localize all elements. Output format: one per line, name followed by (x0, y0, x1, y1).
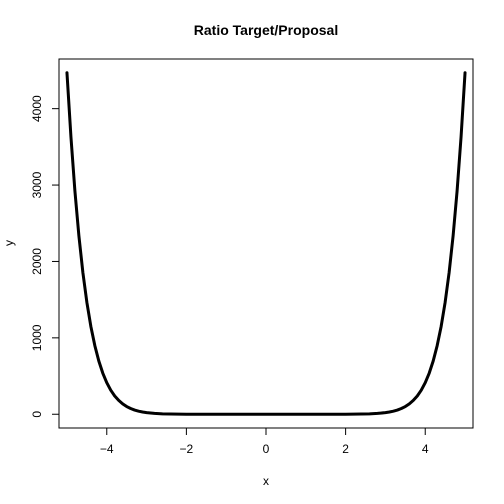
y-tick-label: 2000 (30, 248, 44, 275)
y-axis: 0 1000 2000 3000 4000 (30, 95, 60, 418)
series-line (65, 71, 467, 416)
y-axis-label: y (2, 240, 16, 246)
y-tick-label: 0 (30, 411, 44, 418)
x-tick-label: −2 (180, 442, 194, 456)
x-axis: −4 −2 0 2 4 (100, 427, 429, 456)
x-tick-label: −4 (100, 442, 114, 456)
series-layer (65, 71, 467, 416)
plot-frame (58, 58, 474, 429)
x-tick-label: 2 (342, 442, 349, 456)
chart-title: Ratio Target/Proposal (194, 22, 338, 38)
x-tick-label: 4 (422, 442, 429, 456)
x-axis-label: x (263, 474, 269, 488)
y-tick-label: 1000 (30, 324, 44, 351)
y-tick-label: 4000 (30, 95, 44, 122)
x-tick-label: 0 (263, 442, 270, 456)
y-tick-label: 3000 (30, 171, 44, 198)
